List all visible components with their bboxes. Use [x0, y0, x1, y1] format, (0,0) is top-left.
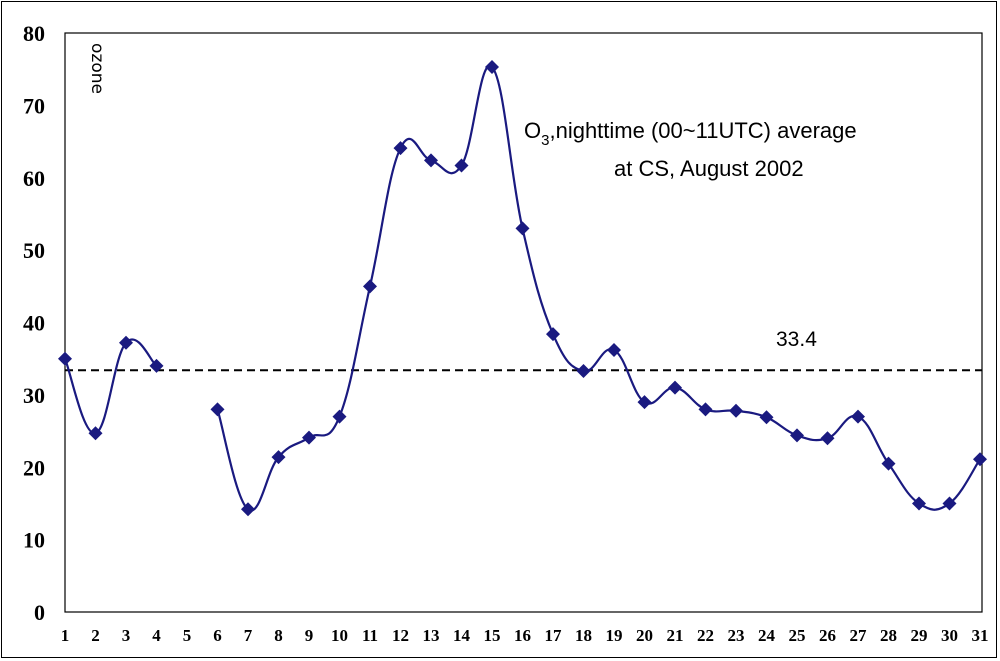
data-point-marker — [210, 402, 225, 417]
data-point-marker — [119, 335, 133, 350]
x-tick-label: 25 — [789, 626, 806, 645]
x-tick-label: 14 — [453, 626, 471, 645]
x-tick-label: 6 — [213, 626, 222, 645]
x-tick-label: 11 — [362, 626, 378, 645]
x-tick-label: 19 — [606, 626, 623, 645]
data-point-marker — [485, 60, 499, 75]
y-tick-label: 10 — [23, 528, 45, 553]
y-tick-label: 40 — [23, 311, 45, 336]
data-point-marker — [912, 496, 926, 511]
x-tick-label: 23 — [728, 626, 745, 645]
y-tick-label: 80 — [23, 21, 45, 46]
x-tick-label: 4 — [152, 626, 161, 645]
chart-title-line2: at CS, August 2002 — [614, 156, 804, 181]
data-point-marker — [302, 430, 316, 445]
x-tick-label: 8 — [274, 626, 283, 645]
y-tick-label: 0 — [34, 600, 45, 625]
data-point-marker — [668, 380, 682, 395]
x-tick-label: 26 — [819, 626, 836, 645]
x-tick-label: 27 — [850, 626, 868, 645]
data-point-marker — [942, 496, 957, 511]
x-tick-label: 13 — [423, 626, 440, 645]
data-point-marker — [729, 403, 743, 418]
data-point-marker — [58, 351, 72, 366]
y-tick-label: 30 — [23, 383, 45, 408]
y-tick-label: 60 — [23, 166, 45, 191]
x-tick-label: 30 — [941, 626, 958, 645]
x-tick-label: 31 — [972, 626, 989, 645]
data-point-marker — [881, 456, 896, 471]
x-tick-label: 9 — [305, 626, 314, 645]
data-point-marker — [759, 410, 774, 425]
x-tick-label: 20 — [636, 626, 653, 645]
x-tick-label: 12 — [392, 626, 409, 645]
x-tick-label: 17 — [545, 626, 563, 645]
data-point-marker — [515, 221, 530, 236]
data-point-marker — [393, 141, 408, 156]
x-tick-label: 18 — [575, 626, 592, 645]
data-point-marker — [546, 327, 560, 342]
x-tick-label: 15 — [484, 626, 501, 645]
data-point-marker — [637, 395, 652, 410]
chart-title-line1: O3,nighttime (00~11UTC) average — [524, 118, 857, 149]
data-point-marker — [454, 158, 469, 173]
data-point-marker — [607, 343, 621, 358]
average-line-label: 33.4 — [776, 328, 817, 351]
x-tick-label: 7 — [244, 626, 253, 645]
data-point-marker — [332, 409, 347, 424]
y-tick-label: 70 — [23, 93, 45, 118]
data-point-marker — [790, 428, 804, 443]
y-tick-label: 50 — [23, 238, 45, 263]
x-tick-label: 5 — [183, 626, 192, 645]
data-point-marker — [851, 409, 865, 424]
y-tick-label: 20 — [23, 455, 45, 480]
plot-area — [64, 32, 983, 613]
series-markers — [58, 60, 987, 517]
x-tick-label: 29 — [911, 626, 928, 645]
x-tick-label: 21 — [667, 626, 684, 645]
y-axis-ticks: 0 10 20 30 40 50 60 70 80 — [23, 21, 45, 625]
data-point-marker — [241, 502, 255, 517]
x-axis-ticks: 1 2 3 4 5 6 7 8 9 10 11 12 13 14 15 16 17 18 19 20 21 22 23 24 2… — [61, 626, 989, 645]
x-tick-label: 2 — [91, 626, 100, 645]
x-tick-label: 1 — [61, 626, 70, 645]
data-point-marker — [576, 363, 591, 378]
data-point-marker — [820, 431, 835, 446]
x-tick-label: 22 — [697, 626, 714, 645]
x-tick-label: 16 — [514, 626, 531, 645]
data-point-marker — [149, 358, 164, 373]
x-tick-label: 10 — [331, 626, 348, 645]
data-point-marker — [88, 426, 103, 441]
data-point-marker — [363, 279, 377, 294]
x-tick-label: 24 — [758, 626, 776, 645]
series-line — [63, 338, 158, 435]
x-tick-label: 3 — [122, 626, 131, 645]
y-axis-label: ozone — [87, 43, 107, 94]
data-point-marker — [973, 452, 987, 467]
data-point-marker — [271, 450, 286, 465]
data-point-marker — [698, 402, 713, 417]
x-tick-label: 28 — [880, 626, 897, 645]
data-point-marker — [424, 153, 438, 168]
